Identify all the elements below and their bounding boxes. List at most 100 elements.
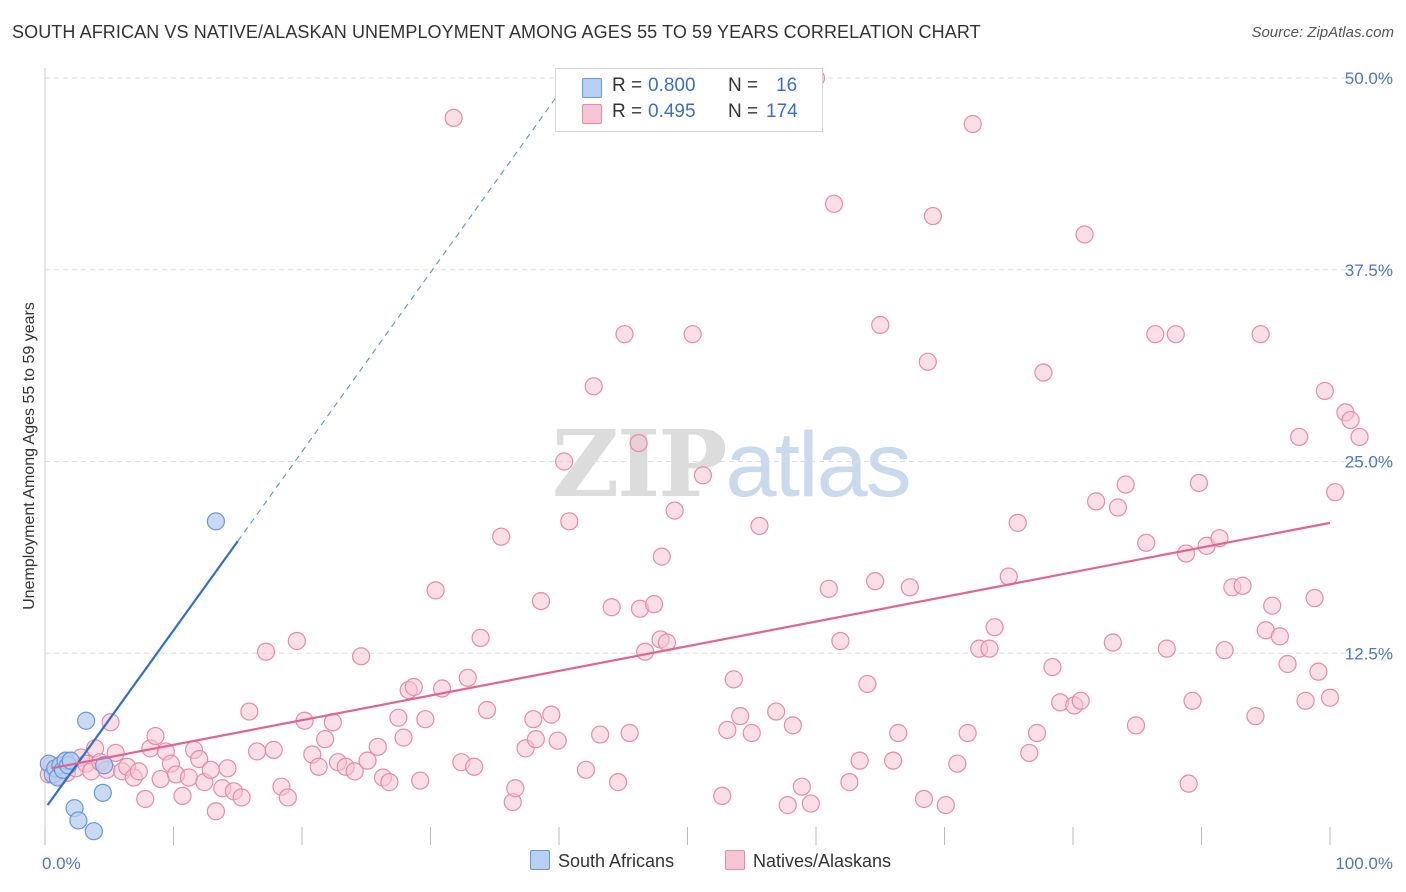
natives-alaskans-point	[1189, 473, 1209, 493]
natives-alaskans-point	[858, 674, 877, 694]
natives-alaskans-point	[724, 670, 743, 689]
south-africans-point	[93, 783, 112, 802]
natives-alaskans-point	[287, 631, 306, 651]
natives-alaskans-point	[542, 705, 561, 724]
natives-alaskans-point	[665, 501, 684, 520]
natives-alaskans-point	[963, 114, 982, 134]
natives-alaskans-point	[683, 325, 702, 344]
natives-alaskans-point	[190, 749, 209, 769]
r-label: R =	[612, 101, 643, 122]
natives-alaskans-point	[1146, 325, 1165, 344]
natives-alaskans-point	[1075, 225, 1094, 244]
natives-alaskans-point	[1305, 588, 1324, 608]
natives-alaskans-point	[411, 771, 430, 790]
natives-alaskans-point	[471, 628, 490, 648]
natives-alaskans-point	[1350, 427, 1369, 447]
natives-alaskans-point	[936, 796, 955, 815]
n-value: 16	[776, 75, 798, 96]
natives-alaskans-point	[718, 720, 737, 740]
x-tick-labels: 0.0% 100.0%	[42, 854, 1393, 873]
natives-alaskans-point	[584, 377, 603, 396]
natives-alaskans-point	[1108, 498, 1128, 517]
natives-alaskans-point	[309, 757, 328, 776]
natives-alaskans-point	[923, 206, 943, 226]
natives-alaskans-point	[358, 751, 377, 770]
natives-alaskans-point	[1183, 691, 1202, 710]
natives-alaskans-point	[1116, 475, 1135, 494]
natives-alaskans-point	[883, 751, 903, 770]
natives-alaskans-point	[1034, 363, 1053, 382]
legend-item-south-africans: South Africans	[530, 850, 674, 872]
natives-alaskans-point	[218, 759, 237, 778]
y-tick-label: 37.5%	[1345, 261, 1393, 280]
natives-alaskans-point	[889, 723, 908, 743]
natives-alaskans-point	[652, 547, 671, 566]
natives-alaskans-point	[831, 631, 850, 651]
natives-alaskans-point	[1008, 513, 1027, 532]
natives-alaskans-point	[840, 773, 859, 792]
natives-alaskans-point	[1341, 410, 1360, 430]
natives-alaskans-trend-line	[51, 521, 1331, 770]
natives-alaskans-points	[39, 68, 1369, 821]
natives-alaskans-point	[576, 760, 596, 779]
natives-alaskans-point	[1309, 662, 1328, 681]
gridlines	[45, 77, 1395, 654]
natives-alaskans-point	[1215, 641, 1234, 660]
south-africans-points	[39, 512, 226, 841]
natives-alaskans-point	[980, 639, 999, 658]
natives-alaskans-point	[1296, 691, 1315, 710]
n-label: N =	[728, 75, 759, 96]
natives-alaskans-point	[101, 713, 120, 732]
chart-source: Source: ZipAtlas.com	[1251, 24, 1394, 41]
natives-alaskans-point	[693, 466, 713, 485]
south-africans-point	[77, 711, 96, 730]
natives-alaskans-point	[850, 751, 869, 770]
natives-alaskans-point	[201, 760, 220, 779]
natives-alaskans-point	[900, 578, 919, 597]
natives-alaskans-point	[136, 789, 155, 809]
trend-lines	[46, 92, 1331, 806]
natives-alaskans-point	[256, 642, 276, 661]
south-africans-swatch	[582, 78, 602, 98]
natives-alaskans-point	[1176, 544, 1196, 563]
natives-alaskans-point	[240, 702, 259, 721]
natives-alaskans-legend-swatch	[725, 850, 745, 870]
natives-alaskans-point	[416, 710, 435, 729]
natives-alaskans-point	[819, 579, 838, 598]
natives-alaskans-point	[179, 768, 199, 787]
natives-alaskans-point	[1157, 639, 1176, 658]
natives-alaskans-point	[767, 702, 786, 721]
legend-item-natives-alaskans: Natives/Alaskans	[725, 850, 891, 872]
natives-alaskans-point	[232, 788, 251, 807]
natives-alaskans-point	[1246, 707, 1265, 726]
natives-alaskans-point	[394, 728, 413, 747]
south-africans-point	[95, 756, 114, 775]
natives-alaskans-point	[620, 723, 639, 743]
natives-alaskans-point	[506, 779, 525, 798]
x-tick-label: 0.0%	[42, 854, 81, 873]
natives-alaskans-point	[1103, 633, 1122, 652]
natives-alaskans-point	[278, 788, 297, 807]
natives-alaskans-point	[151, 769, 170, 789]
south-africans-point	[206, 512, 226, 531]
natives-alaskans-point	[345, 762, 364, 781]
natives-alaskans-point	[555, 452, 574, 471]
n-label: N =	[728, 101, 759, 122]
south-africans-trend-extension	[237, 92, 560, 542]
natives-alaskans-point	[602, 598, 621, 617]
natives-alaskans-point	[146, 726, 165, 746]
y-tick-labels: 12.5% 25.0% 37.5% 50.0%	[1345, 69, 1393, 663]
natives-alaskans-point	[914, 789, 934, 809]
axes	[44, 68, 1331, 845]
watermark-zip: ZIP	[552, 410, 727, 518]
natives-alaskans-point	[958, 723, 977, 743]
south-africans-trend-line	[46, 540, 239, 806]
natives-alaskans-point	[591, 725, 610, 744]
natives-alaskans-point	[492, 527, 511, 546]
natives-alaskans-point	[1166, 325, 1185, 344]
natives-alaskans-point	[1020, 743, 1039, 763]
natives-alaskans-point	[404, 677, 423, 697]
natives-alaskans-point	[524, 710, 543, 729]
y-tick-label: 50.0%	[1345, 69, 1393, 88]
